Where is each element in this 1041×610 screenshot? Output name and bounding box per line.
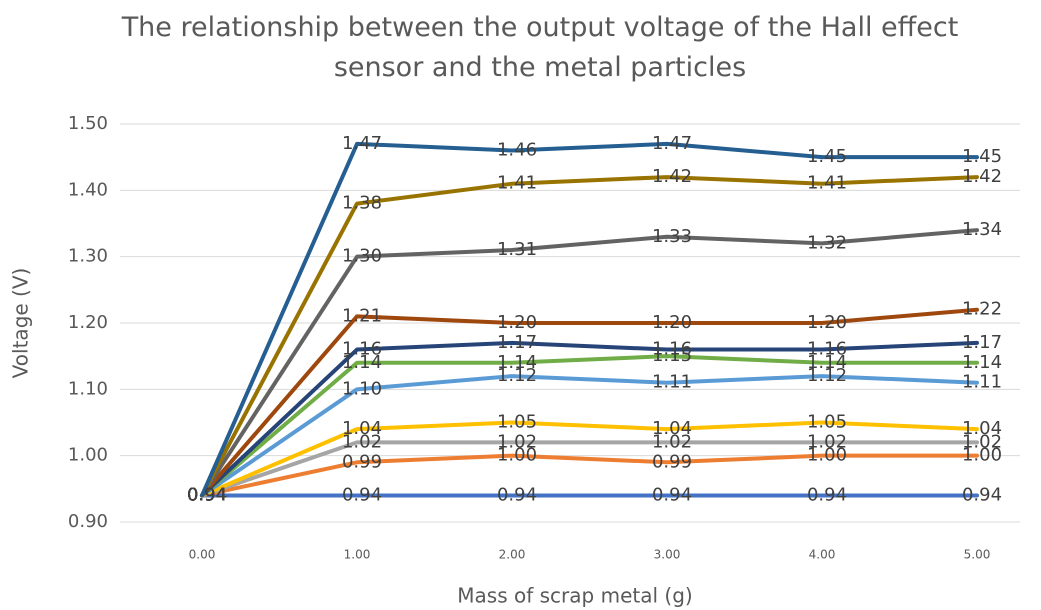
data-label: 0.94 [807,484,847,505]
data-label: 1.46 [497,140,537,161]
y-tick-label: 1.30 [68,246,108,267]
y-tick-label: 1.50 [68,113,108,134]
y-tick-label: 1.00 [68,445,108,466]
data-label: 1.14 [962,352,1002,373]
x-tick-label: 4.00 [809,548,836,562]
data-label: 1.04 [652,418,692,439]
data-label: 1.47 [342,133,382,154]
data-label: 1.30 [342,246,382,267]
data-label: 1.17 [497,332,537,353]
data-label: 1.41 [497,173,537,194]
x-tick-label: 1.00 [344,548,371,562]
data-label: 1.16 [652,339,692,360]
data-label: 1.38 [342,193,382,214]
chart-title: The relationship between the output volt… [100,8,980,88]
data-label: 1.22 [962,299,1002,320]
data-label: 1.47 [652,133,692,154]
x-tick-label: 5.00 [964,548,991,562]
x-tick-label: 3.00 [654,548,681,562]
data-label: 1.45 [807,146,847,167]
y-axis-title: Voltage (V) [9,268,33,379]
data-label: 1.04 [342,418,382,439]
data-label: 1.41 [807,173,847,194]
data-label: 0.99 [652,451,692,472]
x-tick-label: 2.00 [499,548,526,562]
data-label: 0.94 [342,484,382,505]
data-label: 1.17 [962,332,1002,353]
y-tick-label: 0.90 [68,511,108,532]
series-line [202,310,977,496]
data-label: 1.45 [962,146,1002,167]
data-label: 1.16 [807,339,847,360]
y-tick-label: 1.20 [68,312,108,333]
page: Mass of scrap metal (g) Voltage (V) 0.90… [0,0,1041,610]
data-label: 0.94 [187,484,227,505]
data-label: 0.99 [342,451,382,472]
data-label: 1.10 [342,378,382,399]
data-label: 1.14 [497,352,537,373]
chart: Mass of scrap metal (g) Voltage (V) 0.90… [0,0,1041,610]
data-label: 1.32 [807,232,847,253]
data-label: 0.94 [652,484,692,505]
data-label: 1.11 [652,372,692,393]
y-tick-label: 1.10 [68,378,108,399]
data-label: 1.20 [652,312,692,333]
data-label: 1.42 [652,166,692,187]
data-label: 1.11 [962,372,1002,393]
data-label: 1.34 [962,219,1002,240]
x-tick-label: 0.00 [189,548,216,562]
series-line [202,456,977,496]
data-label: 1.21 [342,305,382,326]
y-tick-label: 1.40 [68,179,108,200]
data-label: 0.94 [962,484,1002,505]
data-label: 1.02 [497,431,537,452]
data-label: 1.05 [497,412,537,433]
data-label: 1.02 [807,431,847,452]
data-label: 1.31 [497,239,537,260]
data-label: 0.94 [497,484,537,505]
x-axis-title: Mass of scrap metal (g) [457,584,692,608]
data-label: 1.05 [807,412,847,433]
data-label: 1.16 [342,339,382,360]
data-label: 1.42 [962,166,1002,187]
data-label: 1.33 [652,226,692,247]
data-label: 1.04 [962,418,1002,439]
data-label: 1.20 [807,312,847,333]
data-label: 1.20 [497,312,537,333]
